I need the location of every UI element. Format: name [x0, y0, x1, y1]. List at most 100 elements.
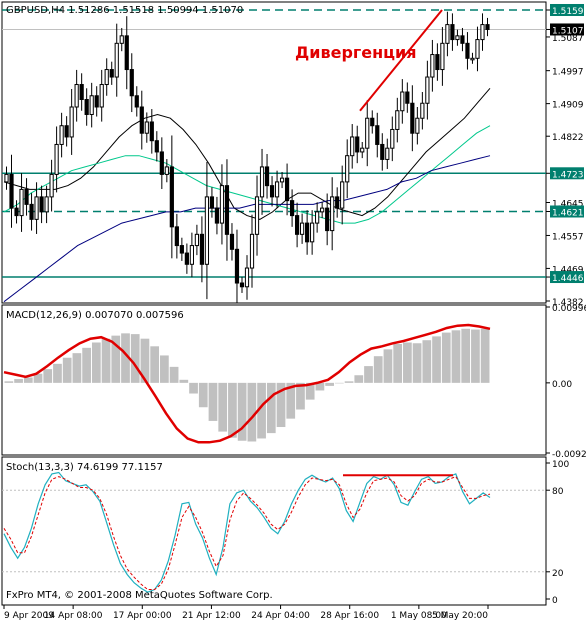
stochastic-signal-line	[3, 475, 491, 590]
price-tag-label: 1.4621	[552, 208, 584, 218]
macd-bar	[91, 342, 101, 383]
macd-signal-line	[3, 323, 491, 444]
macd-tick-label: 0.00996	[552, 304, 586, 314]
candle-body	[284, 177, 290, 202]
macd-axis: 0.00996 0.00 -0.00921	[546, 304, 586, 460]
candle-body	[44, 196, 49, 213]
candle-body	[234, 248, 240, 284]
candle-body	[24, 188, 29, 205]
candle-body	[445, 24, 450, 44]
macd-bar	[72, 353, 82, 383]
candle-body	[14, 207, 19, 217]
candle-body	[450, 24, 455, 41]
candle-body	[179, 245, 184, 254]
candle-body	[39, 196, 44, 213]
moving-average-line	[3, 155, 491, 303]
macd-bar	[373, 356, 383, 383]
candle-body	[129, 69, 134, 97]
macd-bar	[471, 329, 480, 383]
price-tag	[550, 3, 584, 16]
divergence-line-price	[359, 9, 443, 112]
candle-body	[405, 91, 410, 104]
candle-body	[430, 54, 435, 78]
candle-body	[184, 252, 189, 265]
candle-body	[475, 39, 480, 59]
macd-bar	[432, 336, 441, 383]
stochastic-tick-label: 20	[552, 569, 564, 579]
macd-bar	[53, 363, 62, 383]
price-tick-label: 1.4997	[552, 68, 584, 78]
candle-body	[74, 84, 79, 108]
candle-body	[380, 143, 385, 160]
candle-body	[415, 117, 420, 134]
price-tag	[550, 205, 584, 218]
candle-body	[385, 147, 390, 160]
time-tick-label: 21 Apr 12:00	[182, 611, 241, 621]
macd-bar	[296, 382, 305, 410]
stochastic-tick-label: 100	[552, 460, 569, 470]
candle-body	[189, 245, 194, 265]
candle-body	[470, 57, 475, 61]
candle-body	[435, 54, 440, 71]
stochastic-axis: 100 80 20 0	[546, 460, 569, 606]
macd-bar	[383, 349, 393, 383]
price-tick-label: 1.5087	[552, 34, 584, 44]
candle-body	[395, 110, 400, 130]
macd-bar	[23, 377, 33, 383]
macd-bar	[130, 334, 140, 383]
macd-bar	[198, 382, 208, 408]
macd-bar	[82, 347, 91, 383]
candle-body	[34, 196, 39, 220]
stochastic-tick-label: 80	[552, 487, 564, 497]
macd-bar	[315, 382, 325, 391]
candle-body	[485, 24, 490, 30]
macd-bar	[412, 343, 422, 383]
candle-body	[370, 117, 375, 127]
candle-body	[294, 215, 300, 235]
macd-bar	[364, 366, 373, 383]
symbol-info: GBPUSD,H4 1.51286 1.51518 1.50994 1.5107…	[6, 5, 243, 16]
candle-body	[99, 84, 104, 108]
macd-bar	[286, 382, 296, 419]
macd-bar	[228, 382, 237, 438]
macd-bar	[237, 382, 247, 441]
candle-body	[49, 173, 54, 198]
candle-body	[134, 95, 139, 108]
macd-panel-frame	[1, 304, 547, 456]
candle-body	[114, 42, 119, 78]
macd-bar	[354, 375, 364, 383]
candle-body	[154, 140, 159, 153]
candle-body	[274, 181, 280, 198]
candle-body	[139, 106, 144, 134]
time-tick-label: 9 Apr 2009	[4, 611, 54, 621]
macd-bar	[150, 346, 160, 383]
candle-body	[440, 42, 445, 71]
candle-body	[315, 211, 320, 224]
price-panel-frame	[1, 1, 547, 304]
macd-bar	[451, 330, 461, 383]
macd-bar	[480, 328, 490, 383]
candle-body	[79, 84, 84, 101]
macd-bar	[325, 382, 334, 386]
candle-body	[460, 35, 465, 44]
candle-body	[325, 207, 330, 232]
price-tick-label: 1.4382	[552, 298, 584, 308]
macd-bar	[62, 357, 72, 383]
moving-averages	[3, 87, 491, 303]
candle-body	[224, 185, 230, 235]
candle-body	[159, 151, 164, 175]
candle-body	[350, 136, 355, 157]
candle-body	[410, 102, 415, 134]
macd-bar	[101, 338, 111, 383]
macd-bar	[179, 379, 189, 383]
moving-average-line	[3, 125, 491, 224]
macd-bar	[218, 382, 228, 432]
macd-bar	[111, 335, 121, 383]
candle-body	[305, 222, 310, 243]
candle-body	[4, 173, 9, 183]
macd-bar	[208, 382, 218, 421]
candle-body	[194, 233, 200, 247]
price-tag	[550, 23, 584, 36]
candle-body	[320, 207, 325, 213]
